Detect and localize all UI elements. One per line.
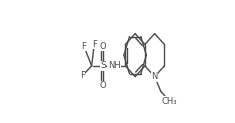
Text: O: O bbox=[100, 81, 106, 90]
Text: F: F bbox=[82, 42, 86, 51]
Text: O: O bbox=[100, 42, 106, 51]
Text: N: N bbox=[151, 72, 158, 81]
Text: NH: NH bbox=[108, 61, 121, 70]
Text: F: F bbox=[92, 40, 97, 49]
Text: F: F bbox=[80, 71, 85, 80]
Text: CH₃: CH₃ bbox=[162, 97, 177, 106]
Text: S: S bbox=[100, 61, 106, 70]
